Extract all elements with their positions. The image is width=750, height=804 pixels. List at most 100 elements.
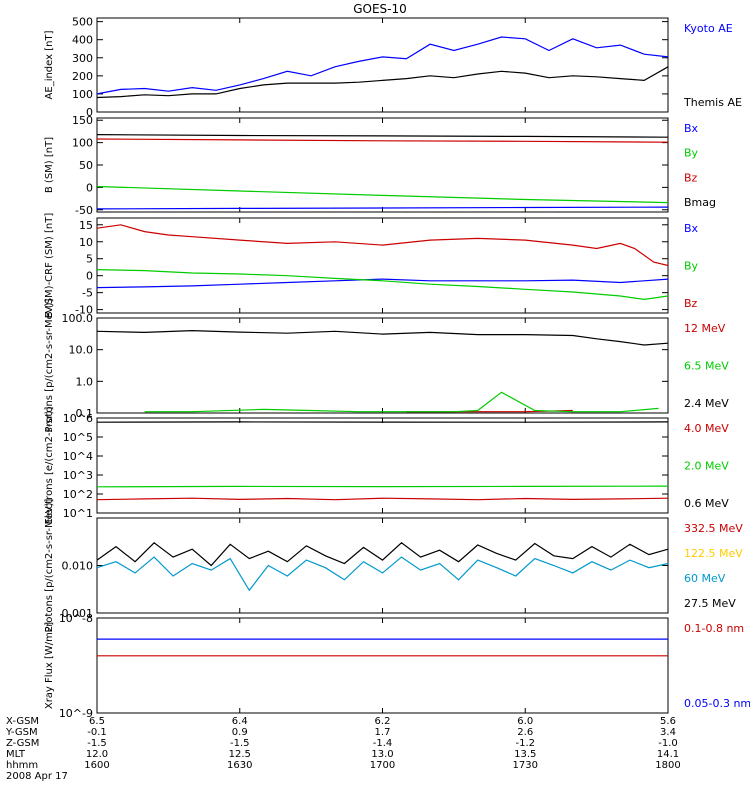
- legend-label: 60 MeV: [684, 572, 726, 585]
- ephemeris-value: 1800: [655, 760, 680, 771]
- ephemeris-value: -1.5: [87, 738, 107, 749]
- legend-label: Bx: [684, 222, 699, 235]
- y-tick-label: 10: [79, 236, 93, 249]
- ephemeris-value: 6.0: [517, 716, 533, 727]
- y-tick-label: 200: [72, 70, 93, 83]
- legend-label: 122.5 MeV: [684, 547, 743, 560]
- legend-label: By: [684, 260, 699, 273]
- ephemeris-row-label: 2008 Apr 17: [6, 771, 68, 782]
- ephemeris-value: 13.5: [514, 749, 536, 760]
- legend-label: 12 MeV: [684, 322, 726, 335]
- ephemeris-value: -1.4: [373, 738, 393, 749]
- legend-label: By: [684, 147, 699, 160]
- ephemeris-value: -1.0: [658, 738, 678, 749]
- ephemeris-row-label: MLT: [6, 749, 26, 760]
- panel-frame: [97, 218, 668, 313]
- y-tick-label: -50: [75, 204, 93, 217]
- y-tick-label: 100: [72, 88, 93, 101]
- ephemeris-value: 1600: [84, 760, 109, 771]
- legend-label: 4.0 MeV: [684, 422, 729, 435]
- ephemeris-row-label: hhmm: [6, 760, 38, 771]
- ephemeris-row-label: X-GSM: [6, 716, 39, 727]
- y-tick-label: 10^5: [63, 431, 93, 444]
- series-line: [97, 135, 668, 138]
- legend-label: Themis AE: [683, 96, 742, 109]
- ephemeris-row-label: Y-GSM: [5, 727, 38, 738]
- y-tick-label: 100.0: [62, 312, 94, 325]
- series-line: [97, 187, 668, 203]
- series-line: [97, 557, 668, 590]
- legend-label: 6.5 MeV: [684, 360, 729, 373]
- legend-label: 2.4 MeV: [684, 397, 729, 410]
- ephemeris-value: -1.2: [515, 738, 535, 749]
- series-line: [97, 543, 668, 566]
- series-line: [97, 67, 668, 98]
- ephemeris-value: 1730: [513, 760, 538, 771]
- y-tick-label: 10^2: [63, 488, 93, 501]
- y-tick-label: 100: [72, 137, 93, 150]
- legend-label: Bz: [684, 297, 698, 310]
- ephemeris-value: 1.7: [375, 727, 391, 738]
- series-line: [97, 331, 668, 345]
- panel-frame: [97, 318, 668, 413]
- ephemeris-value: 0.9: [232, 727, 248, 738]
- y-tick-label: 5: [86, 253, 93, 266]
- legend-label: 332.5 MeV: [684, 522, 743, 535]
- ephemeris-value: -0.1: [87, 727, 107, 738]
- series-line: [97, 37, 668, 94]
- y-axis-label: Protons [p/(cm2-s-sr-MeV)]: [44, 498, 55, 632]
- legend-label: 0.05-0.3 nm: [684, 697, 750, 710]
- ephemeris-value: 12.5: [229, 749, 251, 760]
- plot-title: GOES-10: [353, 2, 407, 16]
- ephemeris-row-label: Z-GSM: [6, 738, 39, 749]
- y-tick-label: 0.010: [62, 560, 94, 573]
- y-tick-label: 10^-8: [59, 612, 93, 625]
- ephemeris-value: 6.5: [89, 716, 105, 727]
- y-tick-label: 10^1: [63, 507, 93, 520]
- legend-label: 2.0 MeV: [684, 460, 729, 473]
- ephemeris-value: 6.2: [375, 716, 391, 727]
- y-tick-label: 500: [72, 16, 93, 29]
- legend-label: Bx: [684, 122, 699, 135]
- y-axis-label: Xray Flux [W/m2]: [44, 622, 55, 709]
- ephemeris-value: -1.5: [230, 738, 250, 749]
- legend-label: 0.1-0.8 nm: [684, 622, 744, 635]
- y-tick-label: 15: [79, 219, 93, 232]
- y-tick-label: 10.0: [69, 344, 94, 357]
- y-tick-label: 10^6: [63, 412, 93, 425]
- ephemeris-value: 3.4: [660, 727, 676, 738]
- ephemeris-value: 1700: [370, 760, 395, 771]
- ephemeris-value: 6.4: [232, 716, 248, 727]
- ephemeris-value: 1630: [227, 760, 252, 771]
- y-tick-label: 50: [79, 159, 93, 172]
- y-tick-label: 1.0: [76, 375, 94, 388]
- y-tick-label: 400: [72, 34, 93, 47]
- ephemeris-value: 12.0: [86, 749, 108, 760]
- series-line: [97, 225, 668, 266]
- legend-label: 27.5 MeV: [684, 597, 736, 610]
- y-tick-label: 10^3: [63, 469, 93, 482]
- y-axis-label: B (SM) [nT]: [44, 137, 55, 193]
- series-line: [97, 139, 668, 142]
- series-line: [97, 498, 668, 500]
- panel-frame: [97, 518, 668, 613]
- legend-label: Bz: [684, 171, 698, 184]
- y-tick-label: 10^4: [63, 450, 93, 463]
- panel-frame: [97, 18, 668, 112]
- y-axis-label: AE_index [nT]: [44, 30, 55, 99]
- series-line: [145, 392, 659, 411]
- ephemeris-value: 2.6: [517, 727, 533, 738]
- legend-label: 0.6 MeV: [684, 497, 729, 510]
- y-tick-label: 0: [86, 270, 93, 283]
- y-tick-label: 10^-9: [59, 707, 93, 720]
- y-tick-label: 300: [72, 52, 93, 65]
- ephemeris-value: 14.1: [657, 749, 679, 760]
- legend-label: Kyoto AE: [684, 22, 733, 35]
- ephemeris-value: 13.0: [371, 749, 393, 760]
- series-line: [97, 270, 668, 300]
- series-line: [97, 486, 668, 487]
- y-tick-label: -5: [82, 287, 93, 300]
- legend-label: Bmag: [684, 196, 716, 209]
